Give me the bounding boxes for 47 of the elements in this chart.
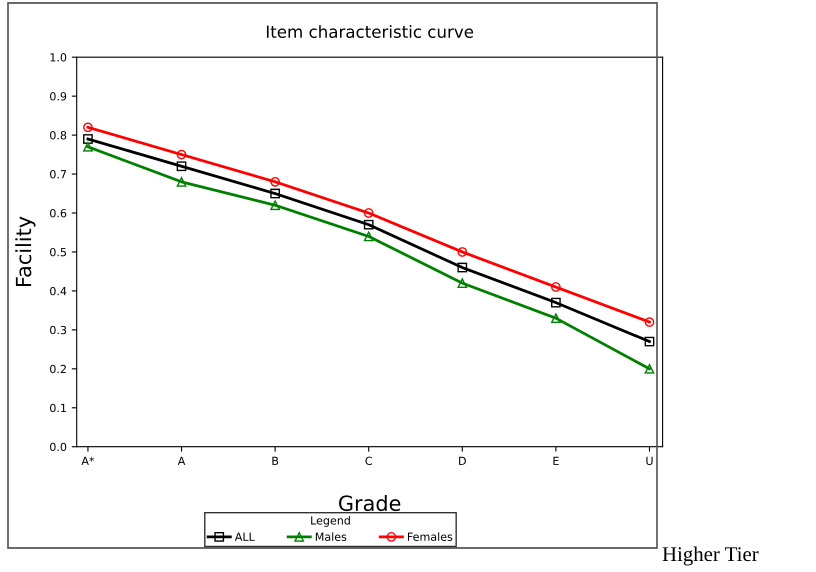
point	[83, 122, 93, 132]
legend-label: Males	[316, 532, 346, 541]
y-tick-label: 0.0	[50, 442, 66, 452]
y-tick-label: 0.4	[50, 286, 66, 296]
x-tick-label: B	[272, 456, 278, 465]
y-tick-label: 0.2	[50, 364, 66, 374]
y-tick-label: 0.1	[50, 404, 66, 412]
text: Higher Tier	[662, 546, 758, 566]
y-tick-label: 0.8	[50, 131, 66, 140]
y-tick-label: 0.6	[50, 208, 66, 218]
x-tick-label: U	[646, 456, 653, 466]
point	[551, 313, 561, 324]
point	[457, 247, 468, 257]
y-tick-label: 0.7	[50, 170, 66, 178]
y-tick-label: 0.9	[50, 92, 66, 101]
point	[551, 282, 561, 292]
legend-label: ALL	[234, 532, 255, 541]
point	[644, 336, 654, 346]
point	[644, 317, 654, 327]
point	[364, 232, 374, 242]
x-tick-label: C	[365, 456, 372, 466]
y-tick-label: 0.3	[50, 326, 66, 334]
y-tick-label: 1.0	[50, 53, 66, 62]
legend-label: Females	[408, 532, 452, 541]
point	[644, 364, 654, 374]
x-tick-label: A	[178, 456, 186, 465]
x-tick-label: D	[459, 456, 466, 465]
point	[176, 150, 186, 160]
point	[551, 298, 561, 308]
point	[270, 200, 280, 210]
x-axis-title: Grade	[339, 494, 400, 512]
legend-title: Legend	[311, 516, 350, 527]
point	[457, 262, 468, 272]
y-tick-label: 0.5	[50, 248, 66, 256]
x-tick-label: E	[553, 456, 559, 465]
x-tick-label: A*	[81, 456, 94, 465]
point	[270, 176, 280, 187]
point	[270, 188, 280, 198]
point	[364, 208, 374, 218]
y-axis-title: Facility	[15, 216, 36, 286]
point	[83, 142, 93, 152]
point	[176, 161, 186, 172]
point	[364, 220, 374, 230]
point	[83, 134, 93, 144]
chart-title: Item characteristic curve	[266, 25, 474, 38]
point	[457, 278, 468, 288]
point	[176, 176, 186, 187]
